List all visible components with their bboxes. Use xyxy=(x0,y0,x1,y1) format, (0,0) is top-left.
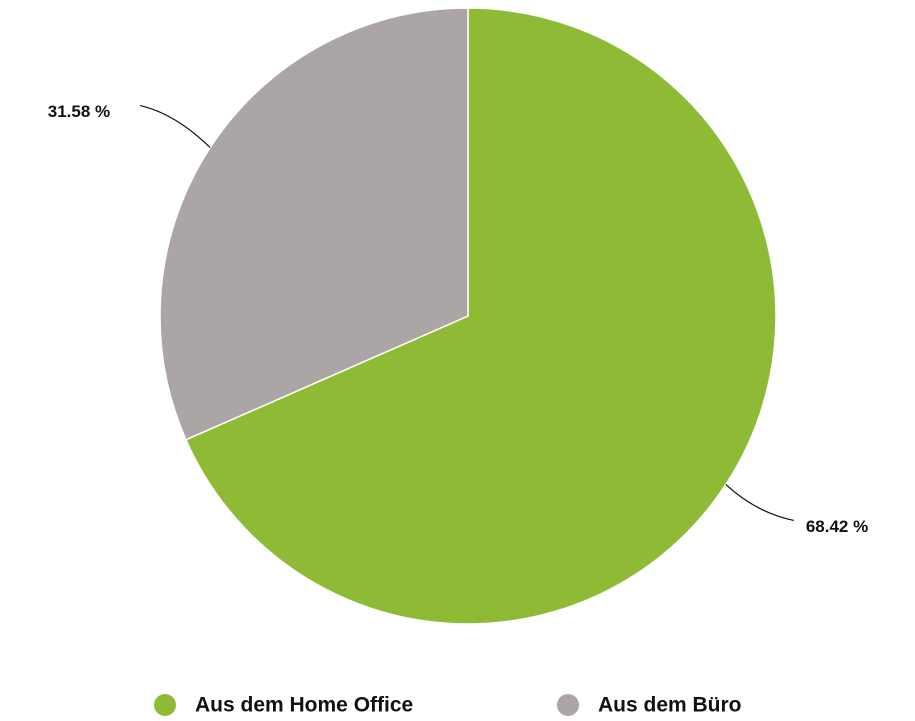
legend-label: Aus dem Home Office xyxy=(195,694,413,717)
leader-line xyxy=(725,484,794,522)
legend-swatch xyxy=(557,694,579,716)
legend-label: Aus dem Büro xyxy=(598,694,742,717)
leader-line xyxy=(140,104,211,148)
legend-swatch xyxy=(154,694,176,716)
value-label: 68.42 % xyxy=(806,517,868,536)
value-label: 31.58 % xyxy=(48,102,110,121)
pie-slice xyxy=(184,7,777,625)
